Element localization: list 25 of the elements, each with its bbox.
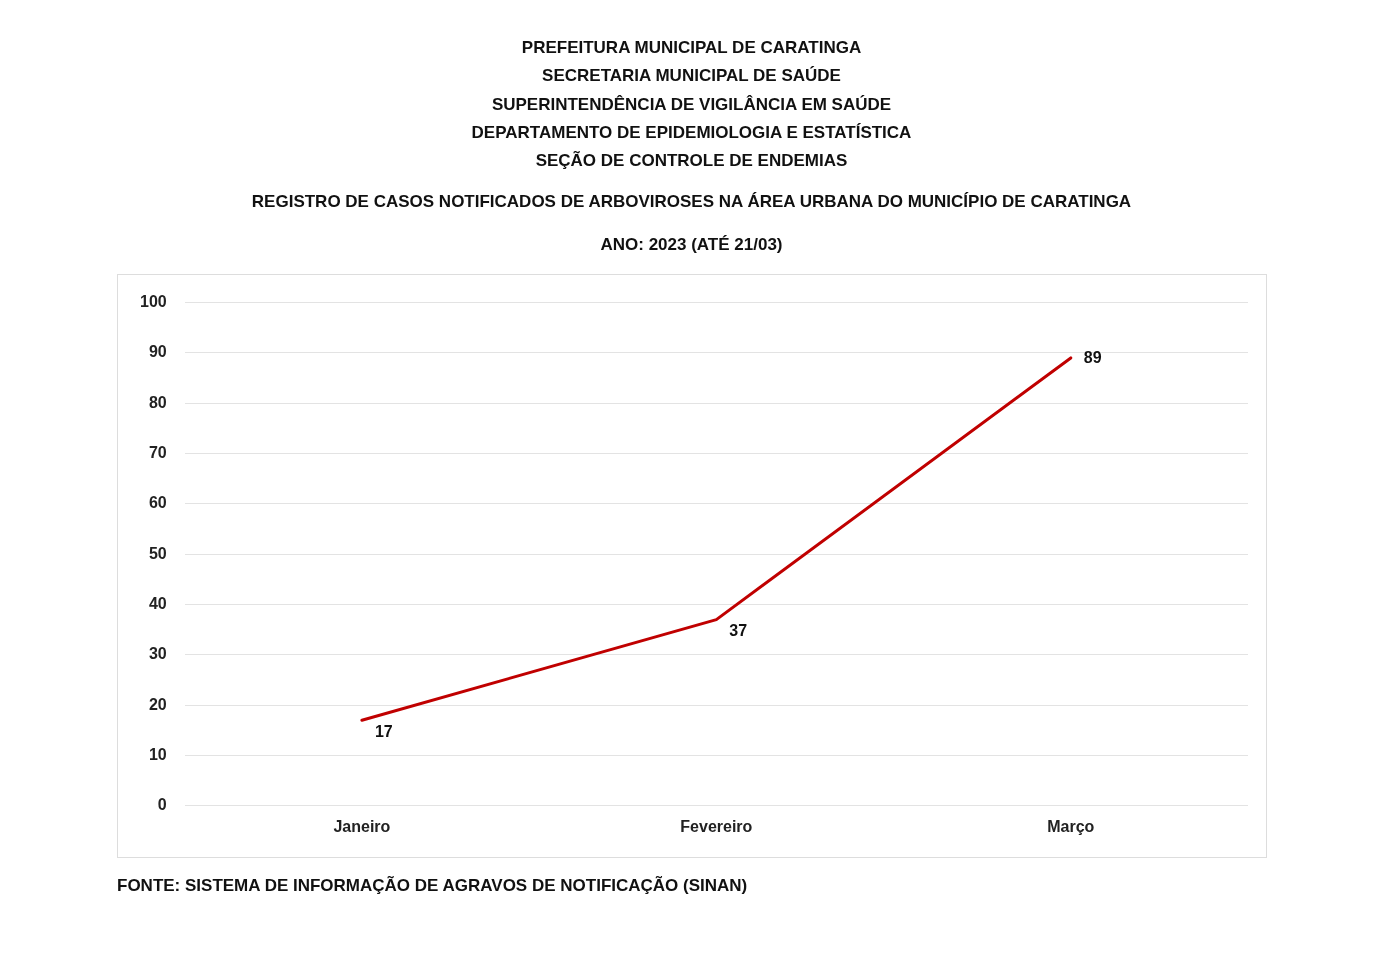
text: SEÇÃO DE CONTROLE DE ENDEMIAS [534, 151, 849, 172]
y-tick-label: 70 [148, 443, 167, 461]
x-tick-label: Março [1047, 817, 1095, 835]
x-tick-label: Fevereiro [680, 817, 753, 835]
data-label: 17 [374, 722, 393, 740]
y-tick-label: 20 [148, 695, 167, 713]
text: DEPARTAMENTO DE EPIDEMIOLOGIA E ESTATÍSTICA [470, 122, 913, 143]
data-label: 37 [729, 622, 748, 640]
source-note: FONTE: SISTEMA DE INFORMAÇÃO DE AGRAVOS DE NOTIFICAÇÃO (SINAN) [117, 876, 748, 896]
chart-subtitle: ANO: 2023 (ATÉ 21/03) [599, 235, 784, 255]
y-tick-label: 50 [148, 544, 167, 562]
y-tick-label: 60 [148, 494, 167, 512]
y-tick-label: 40 [148, 594, 167, 612]
y-tick-label: 80 [148, 393, 167, 411]
text: SUPERINTENDÊNCIA DE VIGILÂNCIA EM SAÚDE [490, 94, 893, 115]
y-tick-label: 90 [148, 343, 167, 361]
x-tick-label: Janeiro [333, 817, 391, 835]
chart-title: REGISTRO DE CASOS NOTIFICADOS DE ARBOVIROSES NA ÁREA URBANA DO MUNICÍPIO DE CARATINGA [250, 192, 1133, 212]
y-tick-label: 10 [148, 745, 167, 763]
text: PREFEITURA MUNICIPAL DE CARATINGA [520, 38, 863, 58]
y-tick-label: 30 [148, 645, 167, 663]
text: SECRETARIA MUNICIPAL DE SAÚDE [541, 66, 842, 87]
y-tick-label: 100 [139, 293, 167, 311]
y-tick-label: 0 [157, 796, 167, 814]
data-label: 89 [1083, 349, 1102, 367]
